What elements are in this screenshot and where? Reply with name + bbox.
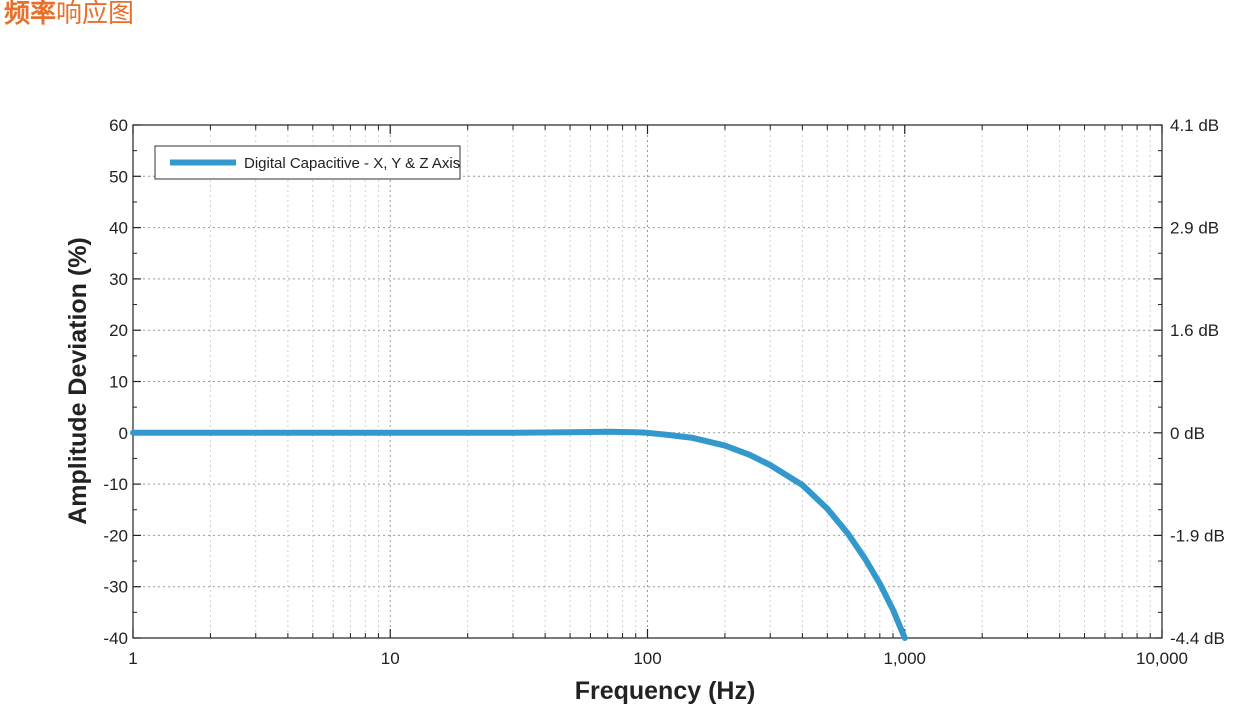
y-tick-labels: 60 50 40 30 20 10 0 -10 -20 -30 -40 bbox=[103, 116, 128, 648]
y-tick-label: 30 bbox=[109, 270, 128, 289]
grid-major bbox=[133, 125, 1162, 638]
y2-tick-label: 0 dB bbox=[1170, 424, 1205, 443]
y-tick-label: -20 bbox=[103, 526, 128, 545]
x-tick-label: 100 bbox=[633, 649, 661, 668]
y-tick-label: 20 bbox=[109, 321, 128, 340]
y2-tick-labels: 4.1 dB 2.9 dB 1.6 dB 0 dB -1.9 dB -4.4 dB bbox=[1170, 116, 1225, 648]
y2-tick-label: 4.1 dB bbox=[1170, 116, 1219, 135]
x-tick-label: 10,000 bbox=[1136, 649, 1188, 668]
y-tick-label: 50 bbox=[109, 167, 128, 186]
y-tick-label: -10 bbox=[103, 475, 128, 494]
y-tick-label: 0 bbox=[119, 424, 128, 443]
y-tick-label: -30 bbox=[103, 578, 128, 597]
series-line-0 bbox=[130, 428, 908, 641]
page-title-rest: 响应图 bbox=[56, 0, 135, 29]
y2-tick-label: 1.6 dB bbox=[1170, 321, 1219, 340]
y2-tick-label: 2.9 dB bbox=[1170, 219, 1219, 238]
page-title-highlight: 频率 bbox=[4, 0, 57, 29]
series-layer bbox=[130, 428, 908, 641]
y-tick-label: 60 bbox=[109, 116, 128, 135]
y-axis-title: Amplitude Deviation (%) bbox=[64, 237, 92, 525]
legend-label: Digital Capacitive - X, Y & Z Axis bbox=[244, 155, 460, 172]
legend: Digital Capacitive - X, Y & Z Axis bbox=[154, 145, 461, 180]
y2-tick-label: -4.4 dB bbox=[1170, 629, 1225, 648]
axis-ticks bbox=[132, 124, 1163, 639]
x-tick-label: 1,000 bbox=[883, 649, 926, 668]
y-tick-label: -40 bbox=[103, 629, 128, 648]
y-tick-label: 40 bbox=[109, 219, 128, 238]
page-title: 频率响应图 bbox=[4, 0, 134, 30]
x-tick-label: 1 bbox=[128, 649, 137, 668]
y-tick-label: 10 bbox=[109, 373, 128, 392]
x-axis-title: Frequency (Hz) bbox=[575, 677, 756, 705]
x-tick-label: 10 bbox=[381, 649, 400, 668]
y2-tick-label: -1.9 dB bbox=[1170, 526, 1225, 545]
x-tick-labels: 1 10 100 1,000 10,000 bbox=[128, 649, 1188, 668]
